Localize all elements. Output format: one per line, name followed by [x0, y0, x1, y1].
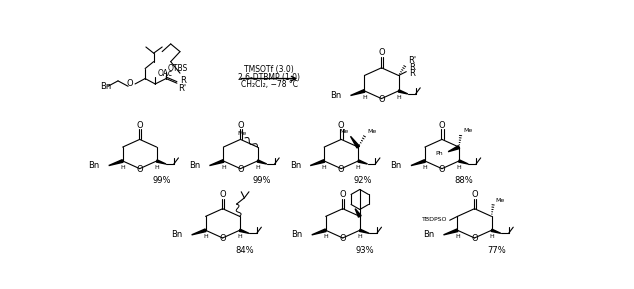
Text: 77%: 77%: [487, 246, 505, 255]
Polygon shape: [448, 146, 460, 152]
Text: H: H: [489, 234, 494, 239]
Text: H: H: [221, 165, 226, 170]
Text: O: O: [378, 48, 385, 57]
Text: O: O: [471, 234, 478, 243]
Text: H: H: [255, 165, 260, 170]
Text: O: O: [126, 79, 133, 88]
Text: OAc: OAc: [157, 69, 172, 78]
Text: 84%: 84%: [235, 246, 254, 255]
Text: H: H: [204, 234, 208, 239]
Text: Me: Me: [339, 129, 348, 134]
Polygon shape: [209, 160, 224, 166]
Text: H: H: [456, 165, 462, 170]
Text: Bn: Bn: [100, 82, 112, 91]
Text: R': R': [408, 55, 416, 64]
Text: Bn: Bn: [391, 161, 402, 170]
Text: Me: Me: [495, 198, 505, 203]
Text: H: H: [154, 165, 159, 170]
Text: H: H: [362, 95, 367, 99]
Text: O: O: [136, 121, 143, 130]
Text: TBDPSO: TBDPSO: [422, 217, 448, 222]
Text: O: O: [219, 190, 226, 199]
Polygon shape: [358, 160, 368, 164]
Polygon shape: [398, 90, 408, 94]
Text: Bn: Bn: [189, 161, 200, 170]
Text: Bn: Bn: [88, 161, 100, 170]
Polygon shape: [458, 160, 469, 164]
Text: Me: Me: [368, 129, 377, 134]
Text: 99%: 99%: [253, 177, 271, 186]
Text: H: H: [358, 234, 362, 239]
Polygon shape: [444, 229, 458, 235]
Text: 92%: 92%: [354, 177, 372, 186]
Polygon shape: [310, 160, 325, 166]
Text: H: H: [322, 165, 327, 170]
Polygon shape: [239, 229, 249, 233]
Text: Bn: Bn: [330, 91, 341, 100]
Polygon shape: [191, 229, 206, 235]
Text: Ph: Ph: [436, 151, 444, 156]
Text: O: O: [338, 165, 344, 174]
Text: TMSOTf (3.0): TMSOTf (3.0): [244, 65, 294, 74]
Text: OTBS: OTBS: [167, 64, 188, 73]
Polygon shape: [257, 160, 267, 164]
Polygon shape: [351, 136, 359, 148]
Text: H: H: [455, 234, 460, 239]
Text: H: H: [396, 95, 401, 99]
Text: O: O: [439, 165, 445, 174]
Polygon shape: [108, 160, 123, 166]
Text: O: O: [439, 121, 445, 130]
Text: R: R: [410, 63, 415, 72]
Polygon shape: [157, 160, 166, 164]
Text: Me: Me: [463, 128, 472, 134]
Text: R': R': [178, 84, 186, 93]
Text: H: H: [237, 234, 242, 239]
Text: Bn: Bn: [291, 230, 302, 239]
Polygon shape: [359, 229, 369, 233]
Text: 88%: 88%: [455, 177, 473, 186]
Text: O: O: [378, 95, 385, 104]
Text: Bn: Bn: [290, 161, 301, 170]
Text: Bn: Bn: [171, 230, 183, 239]
Polygon shape: [411, 160, 425, 166]
Text: O: O: [136, 165, 143, 174]
Text: R: R: [180, 76, 186, 85]
Text: CH₂Cl₂, −78 °C: CH₂Cl₂, −78 °C: [241, 80, 297, 89]
Text: H: H: [323, 234, 328, 239]
Text: O: O: [471, 190, 478, 199]
Text: H: H: [422, 165, 427, 170]
Text: O: O: [339, 234, 346, 243]
Polygon shape: [351, 90, 365, 95]
Text: Me: Me: [237, 131, 247, 136]
Text: R: R: [410, 69, 415, 78]
Text: O: O: [338, 121, 344, 130]
Text: O: O: [339, 190, 346, 199]
Text: 93%: 93%: [355, 246, 374, 255]
Text: O: O: [219, 234, 226, 243]
Text: H: H: [120, 165, 125, 170]
Text: O: O: [237, 121, 243, 130]
Polygon shape: [355, 209, 361, 217]
Polygon shape: [491, 229, 501, 233]
Polygon shape: [312, 229, 326, 235]
Text: 2,6-DTBMP (1.0): 2,6-DTBMP (1.0): [238, 73, 300, 81]
Text: O: O: [237, 165, 243, 174]
Text: H: H: [356, 165, 361, 170]
Text: Bn: Bn: [423, 230, 434, 239]
Text: 99%: 99%: [152, 177, 171, 186]
